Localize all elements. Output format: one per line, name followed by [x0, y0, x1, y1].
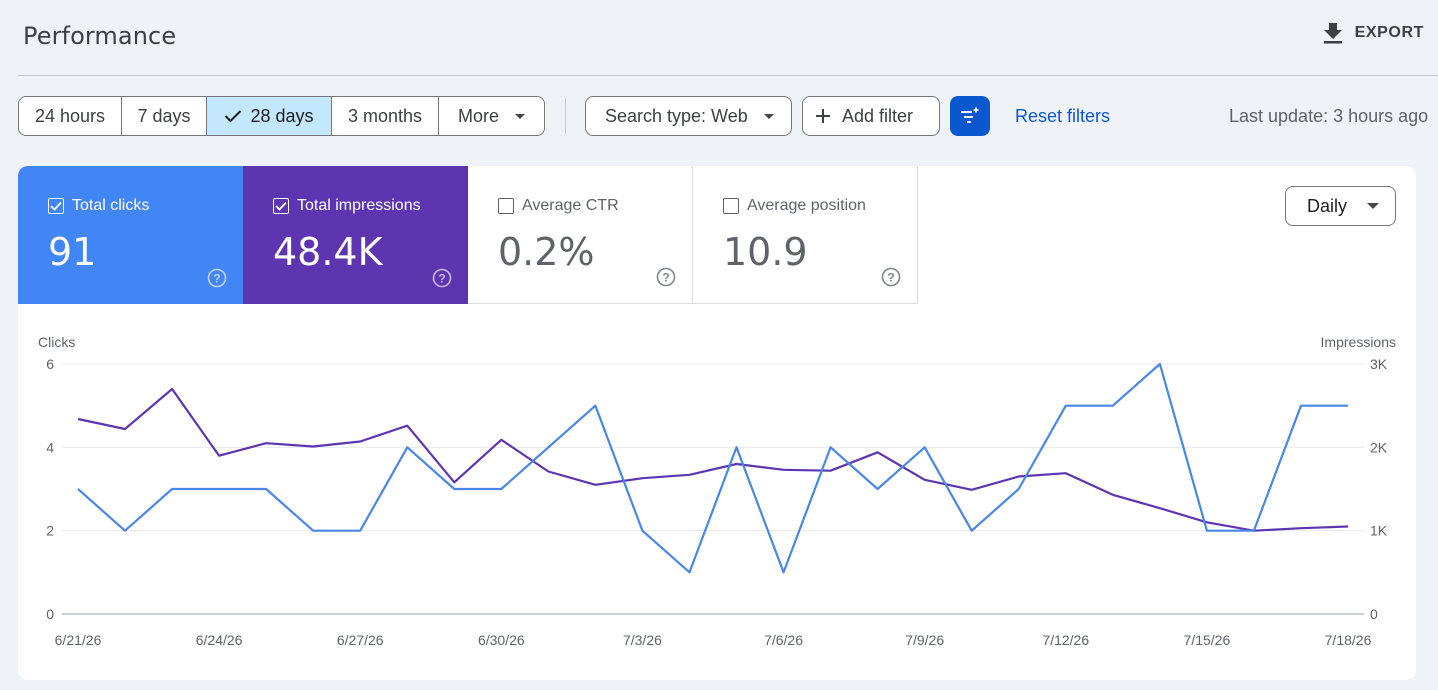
y-left-tick-label: 6: [46, 356, 54, 372]
y-right-tick-label: 3K: [1370, 356, 1388, 372]
header-divider: [18, 75, 1438, 76]
toolbar-separator: [565, 98, 566, 134]
performance-chart[interactable]: Clicks Impressions 0 0 2 1K 4 2K 6 3K 6/21/26 6/…: [18, 166, 1416, 680]
date-range-3m-label: 3 months: [347, 105, 423, 126]
x-tick-label: 7/12/26: [1042, 632, 1089, 648]
date-range-7d-label: 7 days: [137, 105, 191, 126]
x-tick-label: 6/21/26: [55, 632, 102, 648]
metric-label: Total clicks: [72, 197, 150, 214]
date-range-24h-label: 24 hours: [34, 105, 106, 126]
metric-value: 10.9: [723, 230, 808, 274]
date-range-more-button[interactable]: More: [439, 97, 544, 135]
help-icon[interactable]: ?: [656, 267, 676, 287]
filter-toolbar: 24 hours 7 days 28 days 3 months More Se…: [18, 96, 1438, 136]
date-range-28d-button[interactable]: 28 days: [207, 97, 332, 135]
metric-label: Total impressions: [297, 197, 421, 214]
x-tick-label: 6/24/26: [196, 632, 243, 648]
date-range-24h-button[interactable]: 24 hours: [19, 97, 122, 135]
x-tick-label: 7/3/26: [623, 632, 662, 648]
metric-total-impressions[interactable]: Total impressions 48.4K ?: [243, 166, 468, 304]
date-range-more-label: More: [457, 105, 499, 126]
y-axis-left-label: Clicks: [38, 334, 75, 350]
help-icon[interactable]: ?: [207, 268, 227, 288]
svg-text:?: ?: [438, 272, 445, 286]
checkbox-unchecked-icon[interactable]: [498, 198, 514, 214]
search-type-dropdown[interactable]: Search type: Web: [585, 96, 792, 136]
svg-text:?: ?: [662, 271, 669, 285]
dropdown-caret-icon: [763, 113, 774, 119]
dropdown-caret-icon: [515, 113, 525, 119]
checkbox-checked-icon[interactable]: [48, 198, 64, 214]
metric-label: Average position: [747, 197, 866, 214]
ai-filter-button[interactable]: [950, 96, 990, 136]
granularity-label: Daily: [1307, 195, 1348, 216]
metric-average-position[interactable]: Average position 10.9 ?: [693, 166, 918, 304]
dropdown-caret-icon: [1367, 203, 1379, 209]
reset-filters-link[interactable]: Reset filters: [1015, 106, 1111, 126]
date-range-3m-button[interactable]: 3 months: [332, 97, 439, 135]
metric-value: 0.2%: [498, 230, 595, 274]
x-tick-label: 6/27/26: [337, 632, 384, 648]
series-line-clicks: [77, 362, 1348, 574]
date-range-selector: 24 hours 7 days 28 days 3 months More: [18, 96, 545, 136]
checkbox-checked-icon[interactable]: [273, 198, 289, 214]
page-header: Performance EXPORT: [0, 0, 1438, 76]
y-right-tick-label: 2K: [1370, 439, 1388, 455]
help-icon[interactable]: ?: [881, 267, 901, 287]
y-axis-right-label: Impressions: [1321, 334, 1396, 350]
x-tick-label: 7/9/26: [905, 632, 944, 648]
add-filter-button[interactable]: Add filter: [802, 96, 940, 136]
search-type-label: Search type: Web: [605, 105, 748, 126]
last-update-text: Last update: 3 hours ago: [1229, 106, 1429, 126]
performance-card: Total clicks 91 ? Total impressions 48.4…: [18, 166, 1416, 680]
export-button[interactable]: EXPORT: [1323, 22, 1424, 44]
x-tick-label: 7/15/26: [1184, 632, 1231, 648]
metric-total-clicks[interactable]: Total clicks 91 ?: [18, 166, 243, 304]
x-tick-label: 6/30/26: [478, 632, 525, 648]
y-right-tick-label: 0: [1370, 606, 1378, 622]
x-tick-label: 7/6/26: [764, 632, 803, 648]
svg-text:?: ?: [213, 272, 220, 286]
plus-icon: [816, 109, 830, 123]
add-filter-label: Add filter: [842, 105, 914, 126]
sparkle-filter-icon: [961, 106, 980, 123]
check-icon: [225, 110, 242, 123]
download-icon: [1323, 23, 1342, 44]
y-left-tick-label: 4: [46, 439, 54, 455]
metric-value: 48.4K: [273, 230, 383, 274]
metric-average-ctr[interactable]: Average CTR 0.2% ?: [468, 166, 693, 304]
checkbox-unchecked-icon[interactable]: [723, 198, 739, 214]
x-tick-label: 7/18/26: [1325, 632, 1372, 648]
page-title: Performance: [23, 22, 177, 50]
series-line-impressions: [77, 387, 1349, 532]
y-left-tick-label: 0: [46, 606, 54, 622]
help-icon[interactable]: ?: [432, 268, 452, 288]
metric-value: 91: [48, 230, 97, 274]
export-label: EXPORT: [1354, 24, 1424, 41]
date-range-7d-button[interactable]: 7 days: [122, 97, 207, 135]
date-range-28d-label: 28 days: [250, 105, 314, 126]
granularity-dropdown[interactable]: Daily: [1285, 186, 1396, 226]
y-left-tick-label: 2: [46, 523, 54, 539]
y-right-tick-label: 1K: [1370, 523, 1388, 539]
metric-label: Average CTR: [522, 197, 619, 214]
svg-text:?: ?: [887, 271, 894, 285]
